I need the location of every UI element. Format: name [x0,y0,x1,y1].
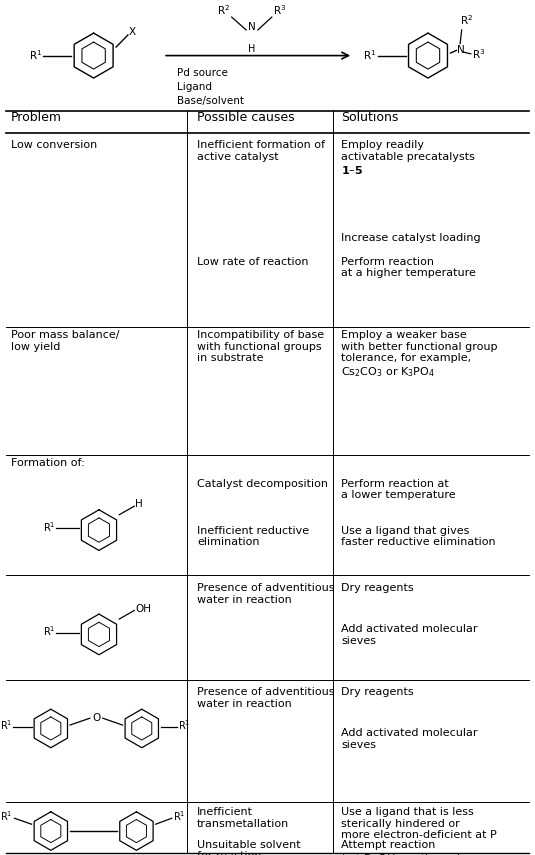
Text: Presence of adventitious
water in reaction: Presence of adventitious water in reacti… [197,583,334,604]
Text: Attempt reaction
in $t$-BuOH or ethereal
solvent: Attempt reaction in $t$-BuOH or ethereal… [341,840,461,855]
Text: Increase catalyst loading: Increase catalyst loading [341,233,481,244]
Text: R$^1$: R$^1$ [363,49,377,62]
Text: R$^1$: R$^1$ [0,718,12,732]
Text: N: N [248,22,255,32]
Text: R$^1$: R$^1$ [173,809,185,823]
Text: R$^1$: R$^1$ [43,520,55,534]
Text: Base/solvent: Base/solvent [177,96,243,106]
Text: Catalyst decomposition: Catalyst decomposition [197,479,328,489]
Text: Add activated molecular
sieves: Add activated molecular sieves [341,728,478,750]
Text: X: X [129,27,136,37]
Text: Possible causes: Possible causes [197,111,294,124]
Text: Presence of adventitious
water in reaction: Presence of adventitious water in reacti… [197,687,334,709]
Text: Pd source: Pd source [177,68,227,79]
Text: Unsuitable solvent
for reaction: Unsuitable solvent for reaction [197,840,301,855]
Text: R$^1$: R$^1$ [29,49,42,62]
Text: R$^3$: R$^3$ [273,3,286,17]
Text: Perform reaction
at a higher temperature: Perform reaction at a higher temperature [341,256,476,278]
Text: Inefficient
transmetallation: Inefficient transmetallation [197,807,289,828]
Text: Use a ligand that is less
sterically hindered or
more electron-deficient at P: Use a ligand that is less sterically hin… [341,807,497,840]
Text: R$^2$: R$^2$ [460,13,473,27]
Text: Inefficient formation of
active catalyst: Inefficient formation of active catalyst [197,140,325,162]
Text: H: H [135,499,143,510]
Text: Perform reaction at
a lower temperature: Perform reaction at a lower temperature [341,479,456,500]
Text: Solutions: Solutions [341,111,399,124]
Text: Low rate of reaction: Low rate of reaction [197,256,308,267]
Text: Add activated molecular
sieves: Add activated molecular sieves [341,624,478,646]
Text: R$^3$: R$^3$ [472,47,485,61]
Text: Poor mass balance/
low yield: Poor mass balance/ low yield [11,330,119,351]
Text: Formation of:: Formation of: [11,458,85,469]
Text: O: O [92,713,101,723]
Text: N: N [457,45,464,56]
Text: Use a ligand that gives
faster reductive elimination: Use a ligand that gives faster reductive… [341,526,496,547]
Text: Incompatibility of base
with functional groups
in substrate: Incompatibility of base with functional … [197,330,324,363]
Text: Employ a weaker base
with better functional group
tolerance, for example,
$\math: Employ a weaker base with better functio… [341,330,498,379]
Text: R$^1$: R$^1$ [0,809,12,823]
Text: Low conversion: Low conversion [11,140,97,150]
Text: OH: OH [135,604,151,614]
Text: H: H [248,44,255,55]
Text: Dry reagents: Dry reagents [341,687,414,698]
Text: Problem: Problem [11,111,62,124]
Text: R$^1$: R$^1$ [43,624,55,638]
Text: Ligand: Ligand [177,82,211,92]
Text: Employ readily
activatable precatalysts
$\mathbf{1}$–$\mathbf{5}$: Employ readily activatable precatalysts … [341,140,475,176]
Text: R$^1$: R$^1$ [178,718,190,732]
Text: Inefficient reductive
elimination: Inefficient reductive elimination [197,526,309,547]
Text: Dry reagents: Dry reagents [341,583,414,593]
Text: R$^2$: R$^2$ [217,3,230,17]
